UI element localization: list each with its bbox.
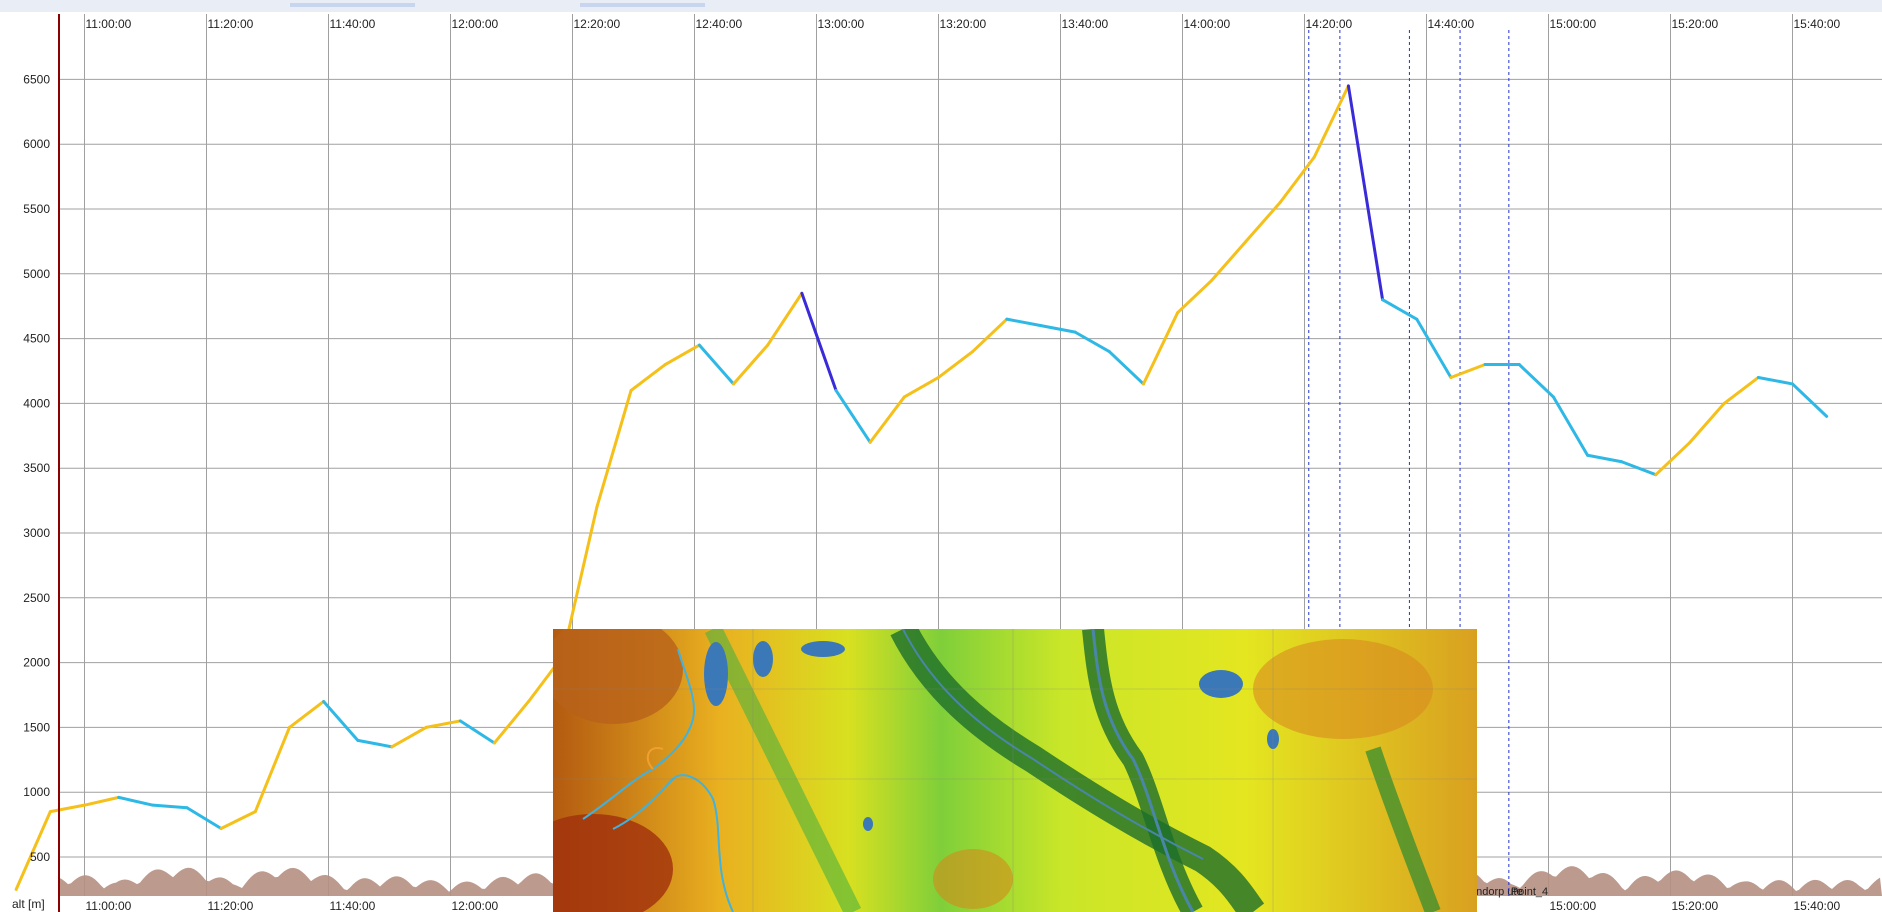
x-tick-label-top: 14:20:00	[1306, 17, 1353, 31]
y-tick-label: 4000	[23, 396, 50, 410]
x-tick-label-top: 12:00:00	[452, 17, 499, 31]
altitude-series	[14, 84, 1829, 891]
terrain-map-image	[553, 629, 1477, 912]
altitude-segment	[1791, 382, 1829, 418]
waypoint-label: Point_4	[1511, 886, 1548, 898]
altitude-segment	[595, 388, 633, 509]
x-tick-label-top: 15:00:00	[1550, 17, 1597, 31]
x-tick-label-bottom: 12:00:00	[452, 899, 499, 912]
altitude-segment	[1039, 324, 1077, 334]
altitude-segment	[697, 343, 736, 386]
y-tick-label: 1000	[23, 785, 50, 799]
y-tick-label: 3500	[23, 461, 50, 475]
map-overlay[interactable]	[553, 629, 1477, 912]
chart-grid	[59, 14, 1882, 896]
altitude-segment	[834, 388, 872, 444]
altitude-segment	[1244, 201, 1282, 243]
x-axis-ticks: 11:00:00 11:20:00 11:40:00 12:00:00 12:20:00…	[86, 17, 1841, 912]
x-tick-label-bottom: 15:00:00	[1550, 899, 1597, 912]
y-tick-label: 3000	[23, 526, 50, 540]
altitude-segment	[83, 795, 121, 807]
altitude-segment	[1688, 401, 1726, 444]
altitude-segment	[322, 699, 360, 742]
altitude-segment	[1107, 350, 1145, 386]
altitude-segment	[766, 291, 804, 347]
altitude-segment	[151, 803, 189, 810]
y-axis-label: alt [m]	[12, 897, 45, 911]
x-tick-label-top: 11:20:00	[208, 17, 254, 31]
y-tick-label: 6500	[23, 72, 50, 86]
altitude-segment	[1141, 311, 1180, 386]
altitude-segment	[971, 317, 1009, 354]
y-axis-ticks: 500 1000 1500 2000 2500 3000 3500 4000 4500 5000 5…	[23, 72, 50, 864]
altitude-segment	[1620, 460, 1658, 477]
altitude-segment	[1210, 239, 1248, 282]
y-tick-label: 5500	[23, 202, 50, 216]
altitude-segment	[902, 375, 940, 399]
altitude-segment	[1722, 375, 1760, 405]
x-tick-label-bottom: 11:20:00	[208, 899, 254, 912]
altitude-segment	[1346, 84, 1385, 302]
altitude-segment	[117, 795, 155, 807]
altitude-segment	[390, 725, 428, 749]
y-tick-label: 6000	[23, 137, 50, 151]
altitude-segment	[1551, 395, 1590, 457]
altitude-segment	[800, 291, 838, 392]
altitude-segment	[937, 350, 975, 379]
altitude-segment	[1176, 278, 1214, 315]
altitude-segment	[1586, 453, 1624, 464]
y-tick-label: 1500	[23, 720, 50, 734]
y-tick-label: 2500	[23, 591, 50, 605]
altitude-segment	[48, 803, 86, 814]
toolbar-segment	[580, 3, 705, 7]
x-tick-label-bottom: 15:20:00	[1672, 899, 1719, 912]
altitude-segment	[1073, 330, 1111, 354]
y-tick-label: 4500	[23, 332, 50, 346]
altitude-segment	[458, 719, 496, 745]
altitude-segment	[287, 699, 326, 729]
y-tick-label: 5000	[23, 267, 50, 281]
y-tick-label: 2000	[23, 656, 50, 670]
toolbar-segment	[290, 3, 415, 7]
y-tick-label: 500	[30, 850, 50, 864]
altitude-segment	[1517, 363, 1555, 399]
altitude-segment	[219, 810, 257, 830]
altitude-segment	[1278, 155, 1316, 205]
altitude-segment	[185, 806, 223, 830]
x-tick-label-top: 15:40:00	[1794, 17, 1841, 31]
altitude-segment	[1381, 298, 1419, 321]
altitude-segment	[253, 725, 291, 814]
altitude-segment	[868, 395, 906, 444]
x-tick-label-top: 13:00:00	[818, 17, 865, 31]
x-tick-label-top: 13:40:00	[1062, 17, 1109, 31]
altitude-segment	[424, 719, 462, 729]
altitude-segment	[732, 343, 770, 386]
x-tick-label-top: 13:20:00	[940, 17, 987, 31]
altitude-segment	[629, 363, 667, 392]
x-tick-label-top: 11:40:00	[330, 17, 376, 31]
altitude-segment	[1312, 84, 1350, 159]
altitude-segment	[492, 699, 531, 745]
x-tick-label-top: 12:40:00	[696, 17, 743, 31]
altitude-segment	[1415, 317, 1453, 379]
altitude-segment	[356, 738, 394, 749]
x-tick-label-bottom: 15:40:00	[1794, 899, 1841, 912]
x-tick-label-top: 14:00:00	[1184, 17, 1231, 31]
altitude-segment	[1005, 317, 1043, 328]
x-tick-label-bottom: 11:40:00	[330, 899, 376, 912]
altitude-segment	[14, 810, 52, 891]
x-tick-label-top: 15:20:00	[1672, 17, 1719, 31]
top-toolbar-strip	[0, 0, 1882, 12]
altitude-segment	[1654, 440, 1692, 477]
x-tick-label-top: 14:40:00	[1428, 17, 1475, 31]
altitude-segment	[663, 343, 701, 367]
x-tick-label-top: 11:00:00	[86, 17, 132, 31]
altitude-segment	[1449, 363, 1487, 379]
x-tick-label-bottom: 11:00:00	[86, 899, 132, 912]
waypoint-label: Hundorp ute	[1462, 886, 1523, 898]
x-tick-label-top: 12:20:00	[574, 17, 621, 31]
altitude-segment	[1756, 375, 1794, 386]
